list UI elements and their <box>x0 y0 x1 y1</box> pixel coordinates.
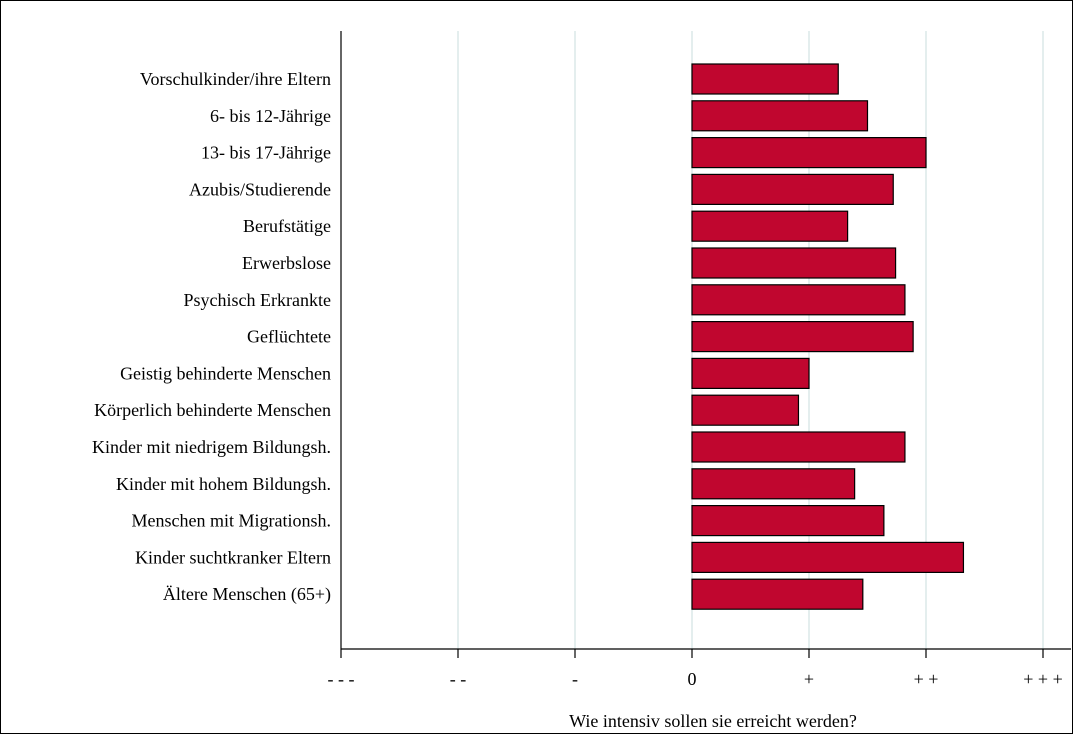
category-label: Geflüchtete <box>247 327 331 347</box>
bar <box>691 505 885 537</box>
bar <box>691 63 839 95</box>
bar <box>691 210 849 242</box>
x-tick-label: - - <box>450 669 467 689</box>
bar <box>691 247 897 279</box>
category-label: Azubis/Studierende <box>189 179 331 199</box>
category-label: Ältere Menschen (65+) <box>163 584 331 605</box>
bar <box>691 100 869 132</box>
bar <box>691 394 800 426</box>
category-label: Erwerbslose <box>242 253 331 273</box>
category-label: Geistig behinderte Menschen <box>120 363 331 383</box>
category-labels: Vorschulkinder/ihre Eltern 6- bis 12-Jähr… <box>92 69 331 605</box>
bar <box>691 468 856 500</box>
x-tick-label: + + <box>914 669 939 689</box>
x-tick-label: - - - <box>328 669 355 689</box>
x-tick-label: - <box>572 669 578 689</box>
bar <box>691 357 810 389</box>
bar <box>691 173 894 205</box>
x-tick-label: + + + <box>1023 669 1062 689</box>
category-label: Körperlich behinderte Menschen <box>94 400 331 420</box>
bars <box>691 63 965 610</box>
bar <box>691 541 965 574</box>
category-label: Kinder mit niedrigem Bildungsh. <box>92 437 331 457</box>
category-label: 6- bis 12-Jährige <box>210 106 331 126</box>
x-axis-title: Wie intensiv sollen sie erreicht werden? <box>569 711 857 731</box>
bar <box>691 578 864 610</box>
x-tick-label: 0 <box>688 669 697 689</box>
category-label: Menschen mit Migrationsh. <box>132 511 331 531</box>
bar <box>691 321 914 353</box>
bar <box>691 137 927 169</box>
category-label: Vorschulkinder/ihre Eltern <box>140 69 331 89</box>
x-axis: - - - - - - 0 + + + + + + <box>328 31 1071 689</box>
category-label: Berufstätige <box>243 216 331 236</box>
category-label: Kinder mit hohem Bildungsh. <box>116 474 331 494</box>
category-label: 13- bis 17-Jährige <box>201 143 331 163</box>
x-tick-label: + <box>804 669 814 689</box>
category-label: Psychisch Erkrankte <box>184 290 331 310</box>
bar <box>691 431 906 463</box>
category-label: Kinder suchtkranker Eltern <box>135 547 331 567</box>
bar <box>691 284 906 316</box>
